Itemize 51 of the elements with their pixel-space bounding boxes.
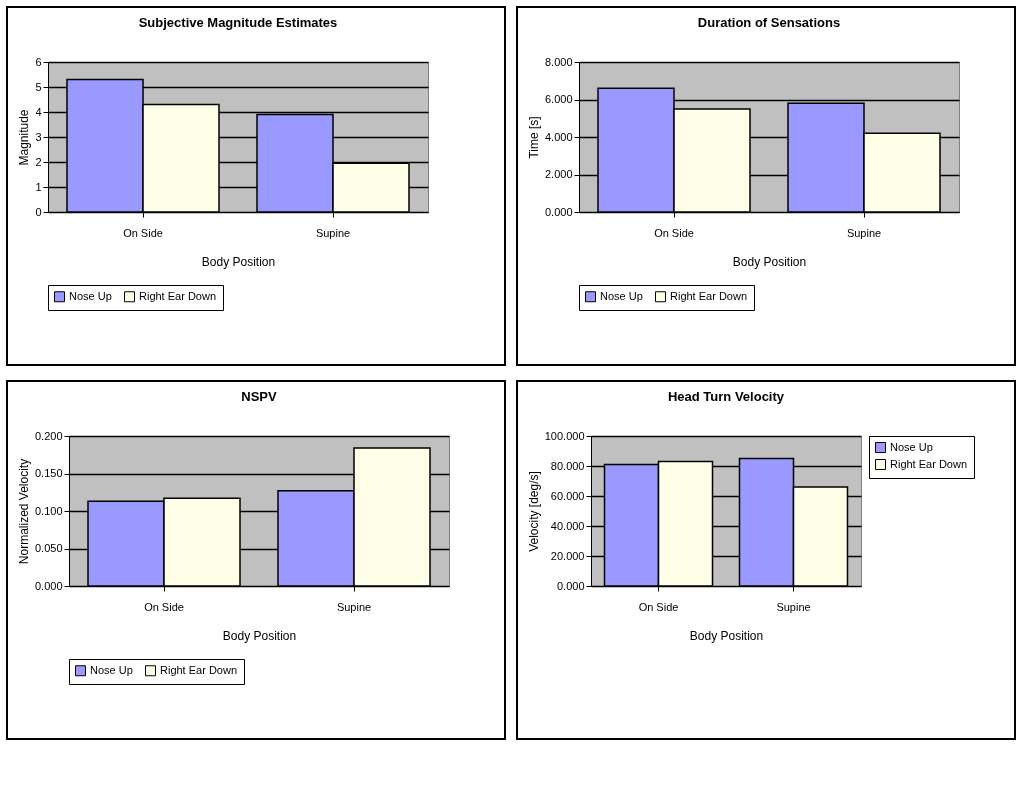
x-axis-title: Body Position: [732, 254, 807, 269]
x-tick-label: On Side: [654, 226, 694, 239]
y-axis-title: Time [s]: [526, 116, 541, 159]
x-tick-label: On Side: [638, 600, 679, 613]
legend-label: Right Ear Down: [139, 289, 217, 302]
y-tick-label: 20.000: [550, 549, 585, 562]
y-tick-label: 1: [35, 180, 42, 193]
y-tick-label: 100.000: [544, 429, 585, 442]
y-tick-label: 6: [35, 55, 42, 68]
y-tick-label: 2: [35, 155, 42, 168]
x-axis-title: Body Position: [689, 628, 764, 643]
chart-title: NSPV: [241, 389, 278, 404]
y-tick-label: 0.000: [556, 579, 585, 592]
y-tick-label: 0.000: [34, 579, 63, 592]
x-tick-label: Supine: [846, 226, 882, 239]
legend-label: Right Ear Down: [890, 457, 968, 470]
legend-label: Right Ear Down: [160, 663, 238, 676]
y-tick-label: 0.100: [34, 504, 63, 517]
y-tick-label: 40.000: [550, 519, 585, 532]
legend-label: Nose Up: [890, 440, 933, 453]
chart-title: Subjective Magnitude Estimates: [138, 15, 338, 30]
y-tick-label: 0.200: [34, 429, 63, 442]
y-tick-label: 6.000: [544, 93, 573, 105]
x-tick-label: Supine: [776, 600, 811, 613]
y-tick-label: 8.000: [544, 55, 573, 68]
y-axis-title: Normalized Velocity: [16, 458, 31, 565]
y-tick-label: 60.000: [550, 489, 585, 502]
chart-title: Duration of Sensations: [697, 15, 841, 30]
y-tick-label: 0.000: [544, 205, 573, 218]
legend-label: Nose Up: [600, 289, 643, 302]
y-axis-title: Magnitude: [17, 109, 32, 166]
legend-label: Nose Up: [69, 289, 112, 302]
y-tick-label: 0: [35, 205, 42, 218]
x-axis-title: Body Position: [201, 254, 276, 269]
y-tick-label: 3: [35, 130, 42, 143]
legend-label: Nose Up: [90, 663, 133, 676]
chart-title: Head Turn Velocity: [667, 389, 785, 404]
x-tick-label: Supine: [336, 600, 372, 613]
y-tick-label: 0.150: [34, 467, 63, 479]
y-tick-label: 0.050: [34, 542, 63, 554]
x-tick-label: On Side: [123, 226, 163, 239]
y-tick-label: 80.000: [550, 459, 585, 472]
x-tick-label: On Side: [144, 600, 184, 613]
y-tick-label: 5: [35, 80, 42, 93]
y-tick-label: 2.000: [544, 168, 573, 180]
x-tick-label: Supine: [315, 226, 351, 239]
x-axis-title: Body Position: [222, 628, 297, 643]
y-tick-label: 4: [35, 105, 42, 118]
y-tick-label: 4.000: [544, 130, 573, 143]
legend-label: Right Ear Down: [670, 289, 748, 302]
y-axis-title: Velocity [deg/s]: [526, 471, 541, 552]
